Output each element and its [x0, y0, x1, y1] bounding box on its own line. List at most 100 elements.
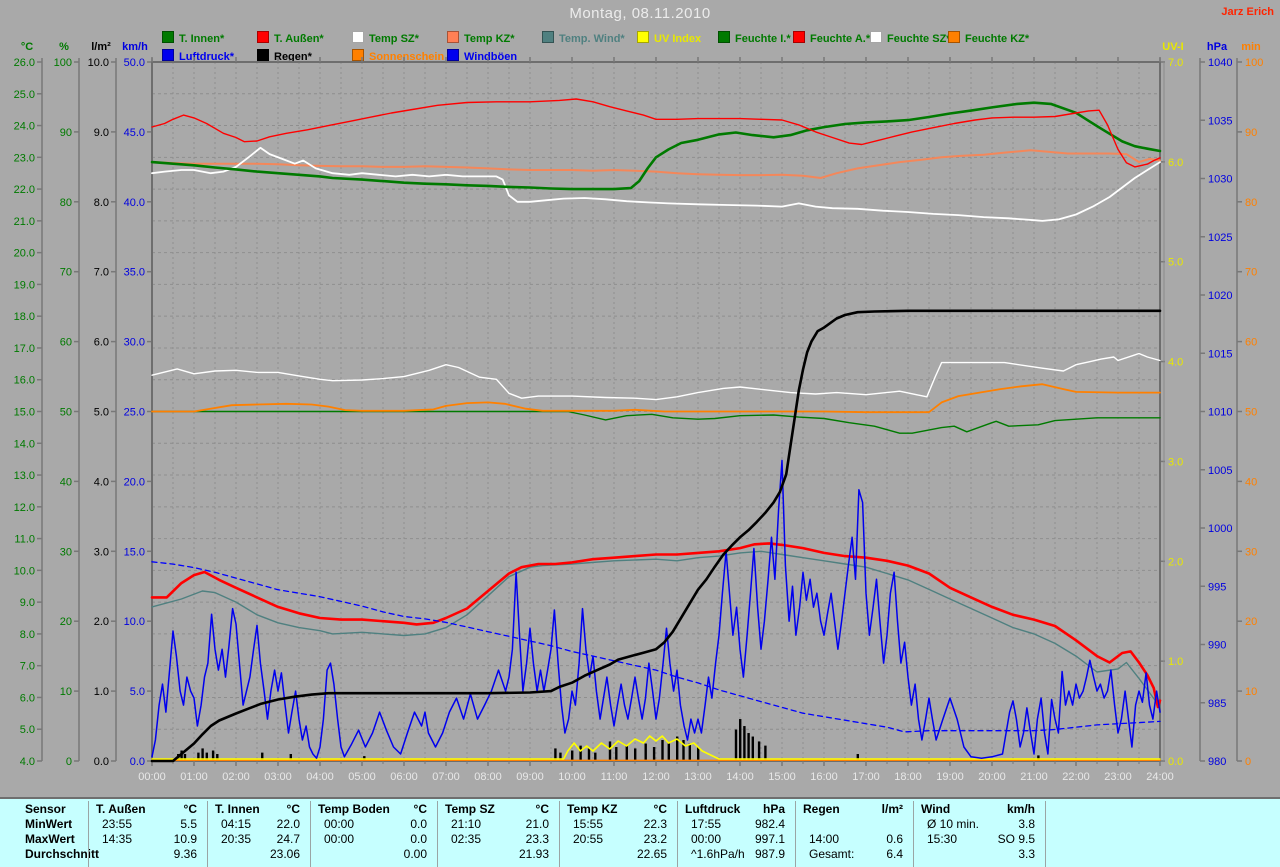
table-column-t-innen: T. Innen °C 04:15 22.0 20:35 24.7 23.06: [207, 799, 310, 867]
legend-color-swatch: [447, 31, 459, 43]
table-cell-time: 00:00: [324, 817, 355, 831]
table-cell-value: 22.3: [643, 817, 667, 831]
svg-text:8.0: 8.0: [20, 629, 35, 641]
svg-text:2.0: 2.0: [1168, 556, 1183, 568]
rain-bar: [688, 743, 691, 761]
svg-text:1005: 1005: [1208, 465, 1232, 477]
legend-item-luftdruck-: Luftdruck*: [162, 49, 234, 63]
table-column-t-au-en: T. Außen °C 23:55 5.5 14:35 10.9 9.36: [88, 799, 207, 867]
svg-text:20: 20: [60, 616, 72, 628]
rain-bar: [211, 750, 215, 761]
svg-text:7.0: 7.0: [94, 267, 109, 279]
legend-item-feuchte-sz-: Feuchte SZ*: [870, 31, 951, 45]
svg-text:40: 40: [1245, 476, 1257, 488]
table-cell-time: 14:00: [809, 832, 840, 846]
svg-text:30: 30: [60, 546, 72, 558]
rain-bar: [734, 729, 738, 761]
table-column-unit: °C: [535, 802, 549, 816]
table-cell-time: 04:15: [221, 817, 252, 831]
table-cell-time: 20:55: [573, 832, 604, 846]
table-cell-value: 23.06: [269, 847, 300, 861]
legend-item-t-au-en-: T. Außen*: [257, 31, 324, 45]
series-windb-en: [151, 459, 1161, 759]
legend-color-swatch: [447, 49, 459, 61]
table-cell-time: 17:55: [691, 817, 722, 831]
table-cell-value: 982.4: [754, 817, 785, 831]
table-row-label: MinWert: [25, 817, 73, 831]
legend-label: UV Index: [654, 33, 702, 45]
rain-bar: [183, 754, 187, 761]
rain-bar: [743, 726, 746, 761]
rain-bar: [216, 754, 219, 761]
x-tick-label: 05:00: [348, 771, 376, 783]
rain-bar: [289, 754, 292, 761]
table-cell-time: 21:10: [451, 817, 482, 831]
series-regen: [150, 309, 1162, 763]
table-column-header: Temp KZ: [567, 802, 618, 816]
svg-text:1010: 1010: [1208, 407, 1232, 419]
x-tick-label: 11:00: [601, 771, 628, 783]
x-tick-label: 22:00: [1062, 771, 1090, 783]
table-cell-value: 6.4: [886, 847, 903, 861]
svg-text:11.0: 11.0: [14, 534, 35, 546]
table-column-unit: °C: [653, 802, 667, 816]
legend-label: Temp. Wind*: [559, 33, 625, 45]
svg-text:1035: 1035: [1208, 115, 1232, 127]
svg-text:21.0: 21.0: [14, 216, 35, 228]
svg-text:995: 995: [1208, 581, 1226, 593]
table-column-header: Luftdruck: [685, 802, 741, 816]
legend-item-temp-kz-: Temp KZ*: [447, 31, 515, 45]
rain-bar: [615, 747, 618, 761]
svg-text:100: 100: [54, 57, 72, 69]
svg-text:15.0: 15.0: [14, 407, 35, 419]
series-feuchte-sz: [151, 352, 1161, 401]
rain-bar: [261, 752, 264, 761]
table-cell-time: 15:30: [927, 832, 958, 846]
series-uv-index: [151, 735, 1161, 760]
rain-bar: [594, 752, 597, 761]
table-cell-value: 0.00: [403, 847, 427, 861]
legend-color-swatch: [637, 31, 649, 43]
svg-text:1000: 1000: [1208, 523, 1232, 535]
svg-text:50: 50: [60, 407, 72, 419]
svg-text:5.0: 5.0: [1168, 257, 1183, 269]
legend-color-swatch: [948, 31, 960, 43]
table-column-unit: l/m²: [881, 802, 903, 816]
svg-text:4.0: 4.0: [20, 756, 35, 768]
svg-text:8.0: 8.0: [94, 197, 109, 209]
table-column-unit: hPa: [762, 802, 785, 816]
table-cell-value: 21.93: [518, 847, 549, 861]
legend-label: Temp KZ*: [464, 33, 515, 45]
rain-bar: [571, 750, 574, 761]
svg-text:10: 10: [60, 686, 72, 698]
svg-text:0.0: 0.0: [94, 756, 109, 768]
x-tick-label: 00:00: [138, 771, 166, 783]
svg-text:0.0: 0.0: [1168, 756, 1183, 768]
svg-text:26.0: 26.0: [14, 57, 35, 69]
rain-bar: [180, 750, 183, 761]
legend-item-temp-wind-: Temp. Wind*: [542, 31, 625, 45]
table-cell-value: 10.9: [173, 832, 197, 846]
svg-text:10.0: 10.0: [14, 565, 35, 577]
x-tick-label: 17:00: [852, 771, 880, 783]
legend-color-swatch: [793, 31, 805, 43]
axis-unit-uv: UV-I: [1162, 41, 1184, 53]
x-tick-label: 19:00: [936, 771, 964, 783]
rain-bar: [644, 743, 647, 761]
user-label: Jarz Erich: [1221, 6, 1274, 18]
table-column-unit: °C: [183, 802, 197, 816]
weather-chart: 4.0 5.0 6.0 7.0 8.0 9.0 10.0 11.0 12.0 13.0 14.0 15…: [14, 57, 1263, 783]
legend-color-swatch: [542, 31, 554, 43]
series-t-innen: [150, 101, 1162, 191]
x-tick-label: 02:00: [222, 771, 250, 783]
rain-bar: [764, 745, 767, 761]
table-cell-time: ^1.6hPa/h: [691, 847, 745, 861]
table-cell-value: 987.9: [754, 847, 785, 861]
svg-text:20.0: 20.0: [14, 248, 35, 260]
axis-unit-min: min: [1241, 41, 1261, 53]
table-cell-value: 22.0: [276, 817, 300, 831]
x-tick-label: 15:00: [768, 771, 796, 783]
series-temp-wind: [151, 550, 1161, 708]
legend-color-swatch: [257, 49, 269, 61]
